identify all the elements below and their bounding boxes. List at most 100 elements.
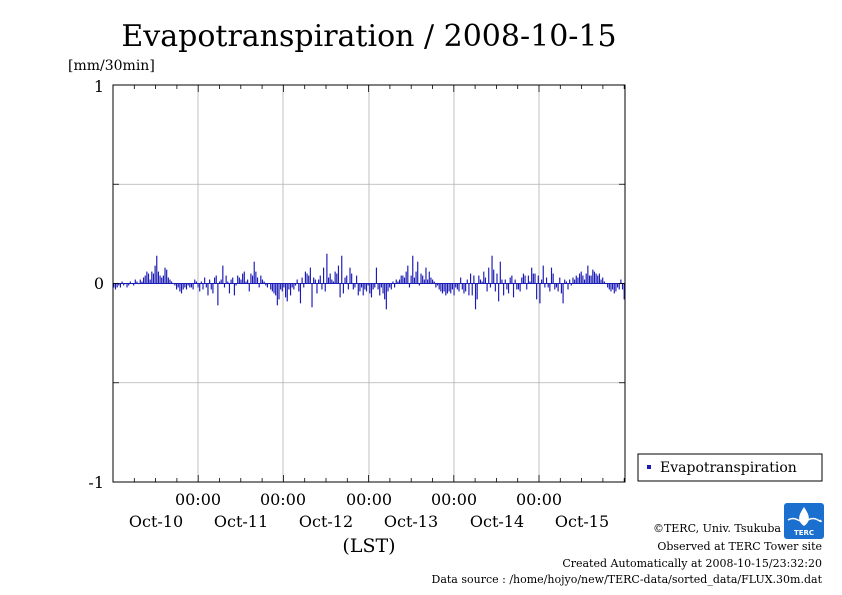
bar <box>270 283 272 290</box>
bar <box>579 273 581 284</box>
bar <box>346 275 348 284</box>
bar <box>405 271 407 284</box>
bar <box>575 275 577 284</box>
bar <box>592 269 594 284</box>
bar <box>207 283 209 296</box>
bar <box>195 281 197 284</box>
bar <box>275 283 277 296</box>
bar <box>164 267 166 284</box>
bar <box>242 273 244 284</box>
bar <box>142 277 145 284</box>
bar <box>336 273 338 284</box>
bar <box>562 283 564 304</box>
bar <box>182 283 184 290</box>
bar <box>522 273 525 284</box>
bar <box>466 279 468 284</box>
bar <box>607 283 609 288</box>
bar <box>157 271 159 284</box>
bar <box>223 283 226 288</box>
bar <box>210 283 212 290</box>
bar <box>441 283 444 294</box>
bar <box>238 277 240 284</box>
bar <box>144 275 146 284</box>
bar <box>603 281 605 284</box>
bar <box>468 283 470 296</box>
bar <box>151 271 153 284</box>
bars <box>113 253 625 310</box>
bar <box>190 283 193 288</box>
bar <box>240 279 242 284</box>
x-time-label: 00:00 <box>175 490 221 509</box>
bar <box>433 281 435 284</box>
bar <box>192 283 194 290</box>
bar <box>118 283 120 286</box>
bar <box>205 283 207 288</box>
bar <box>398 279 401 284</box>
bar <box>289 283 292 296</box>
bar <box>331 279 333 284</box>
bar <box>374 283 376 288</box>
bar <box>364 283 366 290</box>
bar <box>167 277 169 284</box>
bar <box>162 275 164 284</box>
bar <box>147 273 150 284</box>
bar <box>417 261 419 284</box>
bar <box>214 277 216 284</box>
bar <box>418 283 420 286</box>
bar <box>423 279 425 284</box>
bar <box>179 283 181 292</box>
bar <box>319 275 321 284</box>
bar <box>408 283 411 288</box>
bar <box>387 283 389 292</box>
bar <box>298 283 300 292</box>
bar <box>380 283 382 288</box>
bar <box>389 283 391 288</box>
bar <box>187 283 189 286</box>
bar <box>141 281 143 284</box>
bar <box>407 265 409 284</box>
bar <box>392 281 394 284</box>
bar <box>506 283 508 290</box>
legend-swatch <box>647 465 651 469</box>
bar <box>134 279 136 284</box>
bar <box>230 279 232 284</box>
bar <box>375 267 378 284</box>
bar <box>489 283 491 288</box>
bar <box>420 273 422 284</box>
bar <box>154 265 156 284</box>
x-date-label: Oct-15 <box>555 512 609 531</box>
bar <box>161 277 163 284</box>
bar <box>324 283 326 292</box>
bar <box>293 283 295 290</box>
bar <box>215 275 217 284</box>
bar <box>616 283 619 288</box>
bar <box>321 283 323 290</box>
bar <box>126 283 128 288</box>
bar <box>255 271 257 284</box>
bar <box>341 255 343 284</box>
bar <box>248 283 250 292</box>
bar <box>621 283 624 290</box>
bar <box>291 283 293 288</box>
bar <box>448 283 450 292</box>
bar <box>496 273 498 284</box>
bar <box>445 283 447 296</box>
bar <box>119 283 122 288</box>
bar <box>565 281 567 284</box>
bar <box>509 277 511 284</box>
bar <box>332 281 335 284</box>
bar <box>537 275 539 284</box>
bar <box>306 273 308 284</box>
x-time-label: 00:00 <box>431 490 477 509</box>
bar <box>184 283 186 288</box>
bar <box>152 273 155 284</box>
bar <box>587 265 589 284</box>
bar <box>554 283 556 290</box>
bar <box>176 283 178 290</box>
bar <box>498 283 500 302</box>
bar <box>133 283 135 286</box>
bar <box>572 277 574 284</box>
bar <box>512 283 515 298</box>
bar <box>362 283 364 296</box>
legend: Evapotranspiration <box>637 453 823 482</box>
